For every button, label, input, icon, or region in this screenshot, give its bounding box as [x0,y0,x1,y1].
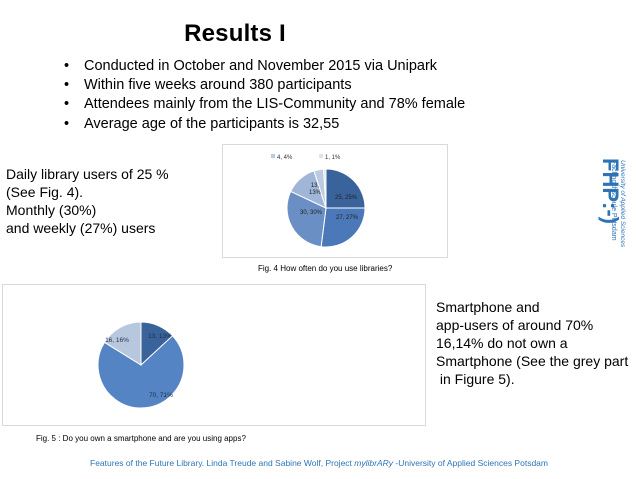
pie-slice [97,335,185,409]
slice-label: 27, 27% [336,215,359,221]
right-line: in Figure 5). [436,371,515,387]
slide-title: Results I [184,20,286,47]
right-line: Smartphone (See the grey part [436,353,629,369]
bullet-item: Average age of the participants is 32,55 [62,115,465,134]
legend-swatch [271,154,275,158]
left-description: Daily library users of 25 % (See Fig. 4)… [6,165,169,237]
pie-slice [320,207,366,248]
slice-label: 4, 4% [277,155,293,161]
fig5-pie-chart: 13, 13% 70, 71% 16, 16% [97,321,185,409]
logo-text: FHP:-) [598,158,623,224]
bullet-item: Attendees mainly from the LIS-Community … [62,95,465,114]
pie-slice [323,168,327,209]
right-description: Smartphone and app-users of around 70% 1… [436,298,628,388]
fig4-pie-chart: 25, 25% 27, 27% 30, 30% 13, 13% 4, 4% 1, 1% [271,154,366,248]
slice-label: 13, 13% [148,333,172,340]
slice-label: 16, 16% [105,337,129,344]
legend-swatch [319,154,323,158]
slice-label: 30, 30% [300,210,323,216]
left-line: Daily library users of 25 % [6,166,169,182]
left-line: and weekly (27%) users [6,220,156,236]
right-line: app-users of around 70% [436,317,594,333]
fig4-caption: Fig. 4 How often do you use libraries? [258,264,393,273]
slice-label: 1, 1% [325,155,341,161]
right-line: 16,14% do not own a [436,335,568,351]
footer: Features of the Future Library. Linda Tr… [0,458,638,468]
pie-slice [325,168,366,209]
footer-text-post: -University of Applied Sciences Potsdam [393,458,548,468]
pie-slice [103,321,142,366]
slice-label: 70, 71% [149,392,173,399]
fhp-logo: FHP:-) Fachhochschule Potsdam University… [598,158,626,248]
left-line: (See Fig. 4). [6,184,84,200]
fig5-caption: Fig. 5 : Do you own a smartphone and are… [36,434,246,443]
footer-text-pre: Features of the Future Library. Linda Tr… [90,458,355,468]
fig4-chart-box: 25, 25% 27, 27% 30, 30% 13, 13% 4, 4% 1, 1% [222,144,448,258]
pie-slice [286,190,327,248]
left-line: Monthly (30%) [6,202,97,218]
logo-subtext-2: University of Applied Sciences [619,160,626,248]
right-line: Smartphone and [436,299,540,315]
bullet-item: Conducted in October and November 2015 v… [62,57,465,76]
logo-subtext-1: Fachhochschule Potsdam [610,160,617,241]
bullet-list: Conducted in October and November 2015 v… [62,57,465,134]
footer-project: mylibrARy [354,458,394,468]
bullet-item: Within five weeks around 380 participant… [62,76,465,95]
fig5-chart-box: 13, 13% 70, 71% 16, 16% [2,284,426,426]
slice-label: 25, 25% [335,195,358,201]
slice-label: 13, 13% [309,183,322,196]
